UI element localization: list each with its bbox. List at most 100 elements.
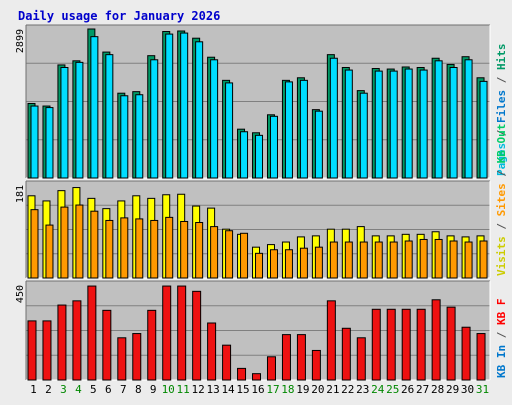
legend-part: KB Out [495,124,508,164]
day-label-26: 26 [401,383,414,396]
bar-files-day-16 [255,134,264,179]
day-label-21: 21 [326,383,339,396]
bar-kb-in-day-31 [476,333,486,381]
bar-sites-day-14 [225,230,234,279]
bar-sites-day-5 [90,210,99,279]
bar-files-day-8 [135,94,144,179]
bar-kb-in-day-28 [431,299,441,381]
bar-sites-day-26 [404,240,413,279]
day-label-7: 7 [120,383,127,396]
bar-kb-in-day-30 [461,326,471,381]
bar-files-day-11 [180,32,189,179]
bar-kb-in-day-8 [132,333,142,381]
bar-kb-in-day-2 [42,320,52,381]
day-label-24: 24 [371,383,385,396]
bar-kb-in-day-14 [222,344,232,381]
right-legend-2: Visits / Sites / KB Out [495,124,508,276]
day-label-12: 12 [192,383,205,396]
bar-sites-day-18 [284,249,293,279]
panel-max-label: 2899 [15,29,26,53]
bar-kb-in-day-26 [401,308,411,381]
bar-sites-day-21 [329,241,338,279]
legend-part: KB F [495,299,508,326]
bar-kb-in-day-3 [57,304,67,381]
bar-files-day-14 [225,82,234,179]
right-legend-3: KB In / KB F [495,299,508,379]
panel-max-label: 181 [15,185,26,203]
bar-kb-in-day-19 [296,334,306,381]
bar-sites-day-7 [120,217,129,279]
bar-kb-in-day-6 [102,309,112,381]
bar-sites-day-11 [180,220,189,279]
bar-kb-in-day-10 [162,285,172,381]
bar-files-day-24 [374,70,383,179]
bar-files-day-19 [299,79,308,179]
bar-kb-in-day-13 [207,322,217,381]
legend-part: Sites [495,183,508,216]
day-label-29: 29 [446,383,459,396]
bar-files-day-9 [150,59,159,179]
bar-sites-day-6 [105,219,114,279]
bar-kb-in-day-18 [281,334,291,381]
bar-files-day-29 [449,66,458,179]
bar-kb-in-day-5 [87,285,97,381]
bar-sites-day-25 [389,241,398,279]
bar-files-day-6 [105,54,114,179]
bar-files-day-28 [434,60,443,179]
panel-visits-sites: 181 [15,180,491,279]
chart-panels: 2899 181 450 [15,24,491,381]
day-label-31: 31 [476,383,489,396]
day-label-18: 18 [281,383,294,396]
bar-sites-day-12 [195,222,204,279]
bar-sites-day-29 [449,240,458,279]
day-label-25: 25 [386,383,399,396]
legend-part: / [495,325,508,345]
bar-kb-in-day-12 [192,290,202,381]
legend-part: / [495,123,508,143]
bar-sites-day-30 [464,241,473,279]
bar-sites-day-3 [60,206,69,279]
bar-sites-day-19 [299,247,308,279]
bar-kb-in-day-9 [147,309,157,381]
bar-kb-in-day-16 [252,373,262,381]
bar-kb-in-day-11 [177,285,187,381]
bar-sites-day-1 [30,209,39,279]
bar-files-day-13 [210,59,219,179]
bar-files-day-22 [344,69,353,179]
bar-sites-day-4 [75,204,84,279]
bar-files-day-2 [45,107,54,179]
bar-sites-day-13 [210,226,219,279]
bar-kb-in-day-22 [341,327,351,381]
bar-sites-day-2 [45,224,54,279]
day-label-9: 9 [150,383,157,396]
day-label-8: 8 [135,383,142,396]
legend-part: Pages [495,143,508,176]
bar-files-day-18 [284,81,293,179]
bar-kb-in-day-20 [311,349,321,381]
bar-files-day-30 [464,59,473,179]
bar-sites-day-20 [314,246,323,279]
bar-sites-day-27 [419,238,428,279]
bar-sites-day-23 [359,241,368,279]
legend-part: Visits [495,236,508,276]
bar-kb-in-day-4 [72,300,82,381]
day-label-27: 27 [416,383,429,396]
day-label-1: 1 [30,383,37,396]
bar-sites-day-16 [255,252,264,279]
day-label-22: 22 [341,383,354,396]
bar-sites-day-8 [135,218,144,279]
legend-part: / [495,216,508,236]
bar-kb-in-day-24 [371,308,381,381]
day-label-13: 13 [206,383,219,396]
bar-files-day-20 [314,110,323,179]
bar-kb-in-day-17 [266,356,276,381]
bar-kb-in-day-21 [326,300,336,381]
day-label-2: 2 [45,383,52,396]
chart-title: Daily usage for January 2026 [18,9,220,23]
bar-files-day-31 [479,80,488,179]
bar-files-day-1 [30,105,39,179]
day-label-17: 17 [266,383,279,396]
